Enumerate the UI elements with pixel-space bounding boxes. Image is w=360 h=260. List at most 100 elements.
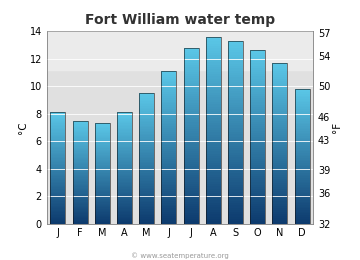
Bar (95, 221, 110, 222)
Bar (206, 83, 221, 86)
Bar (228, 100, 243, 102)
Bar (139, 124, 154, 126)
Bar (50, 112, 66, 224)
Bar (161, 185, 176, 187)
Bar (294, 213, 310, 215)
Bar (273, 125, 287, 127)
Bar (73, 145, 87, 146)
Bar (273, 73, 287, 75)
Bar (294, 107, 310, 109)
Bar (50, 218, 66, 219)
Bar (117, 147, 132, 148)
Bar (294, 209, 310, 210)
Bar (294, 129, 310, 131)
Bar (294, 145, 310, 146)
Bar (184, 204, 199, 206)
Bar (139, 165, 154, 166)
Bar (50, 118, 66, 119)
Bar (228, 107, 243, 109)
Bar (206, 133, 221, 135)
Bar (117, 136, 132, 137)
Bar (273, 183, 287, 185)
Bar (73, 151, 87, 153)
Bar (206, 116, 221, 119)
Bar (228, 50, 243, 52)
Bar (206, 221, 221, 224)
Bar (206, 72, 221, 74)
Bar (161, 132, 176, 134)
Bar (294, 202, 310, 203)
Bar (206, 88, 221, 90)
Bar (250, 100, 265, 102)
Bar (161, 170, 176, 172)
Bar (117, 161, 132, 162)
Bar (139, 147, 154, 148)
Bar (228, 146, 243, 148)
Bar (184, 109, 199, 112)
Bar (117, 189, 132, 190)
Bar (161, 136, 176, 138)
Bar (73, 135, 87, 136)
Bar (95, 206, 110, 207)
Bar (73, 190, 87, 191)
Bar (139, 119, 154, 121)
Bar (117, 164, 132, 165)
Bar (117, 169, 132, 171)
Bar (73, 172, 87, 173)
Bar (139, 209, 154, 211)
Bar (95, 138, 110, 140)
Bar (294, 118, 310, 119)
Bar (273, 173, 287, 175)
Bar (117, 130, 132, 132)
Bar (273, 179, 287, 181)
Bar (95, 193, 110, 195)
Bar (161, 174, 176, 176)
Bar (50, 121, 66, 122)
Bar (117, 154, 132, 155)
Bar (117, 150, 132, 151)
Bar (95, 216, 110, 217)
Bar (250, 139, 265, 141)
Bar (294, 89, 310, 224)
Bar (184, 131, 199, 133)
Bar (95, 145, 110, 146)
Bar (250, 113, 265, 115)
Bar (139, 175, 154, 176)
Y-axis label: °F: °F (332, 122, 342, 133)
Bar (228, 52, 243, 55)
Bar (73, 121, 87, 224)
Bar (161, 90, 176, 92)
Bar (117, 153, 132, 154)
Bar (228, 132, 243, 134)
Bar (273, 99, 287, 101)
Bar (161, 201, 176, 203)
Bar (73, 124, 87, 126)
Bar (73, 177, 87, 179)
Bar (50, 134, 66, 136)
Bar (50, 173, 66, 175)
Bar (184, 129, 199, 131)
Bar (73, 166, 87, 167)
Bar (228, 41, 243, 224)
Bar (250, 102, 265, 105)
Bar (73, 199, 87, 200)
Bar (161, 172, 176, 174)
Bar (273, 196, 287, 198)
Bar (139, 206, 154, 207)
Bar (273, 95, 287, 97)
Bar (294, 203, 310, 205)
Bar (273, 87, 287, 89)
Bar (294, 212, 310, 213)
Bar (50, 158, 66, 160)
Bar (139, 212, 154, 214)
Bar (50, 201, 66, 203)
Bar (294, 193, 310, 195)
Bar (184, 122, 199, 125)
Bar (139, 150, 154, 152)
Bar (117, 176, 132, 178)
Bar (228, 221, 243, 224)
Bar (161, 210, 176, 212)
Bar (73, 137, 87, 139)
Bar (50, 193, 66, 194)
Bar (184, 206, 199, 208)
